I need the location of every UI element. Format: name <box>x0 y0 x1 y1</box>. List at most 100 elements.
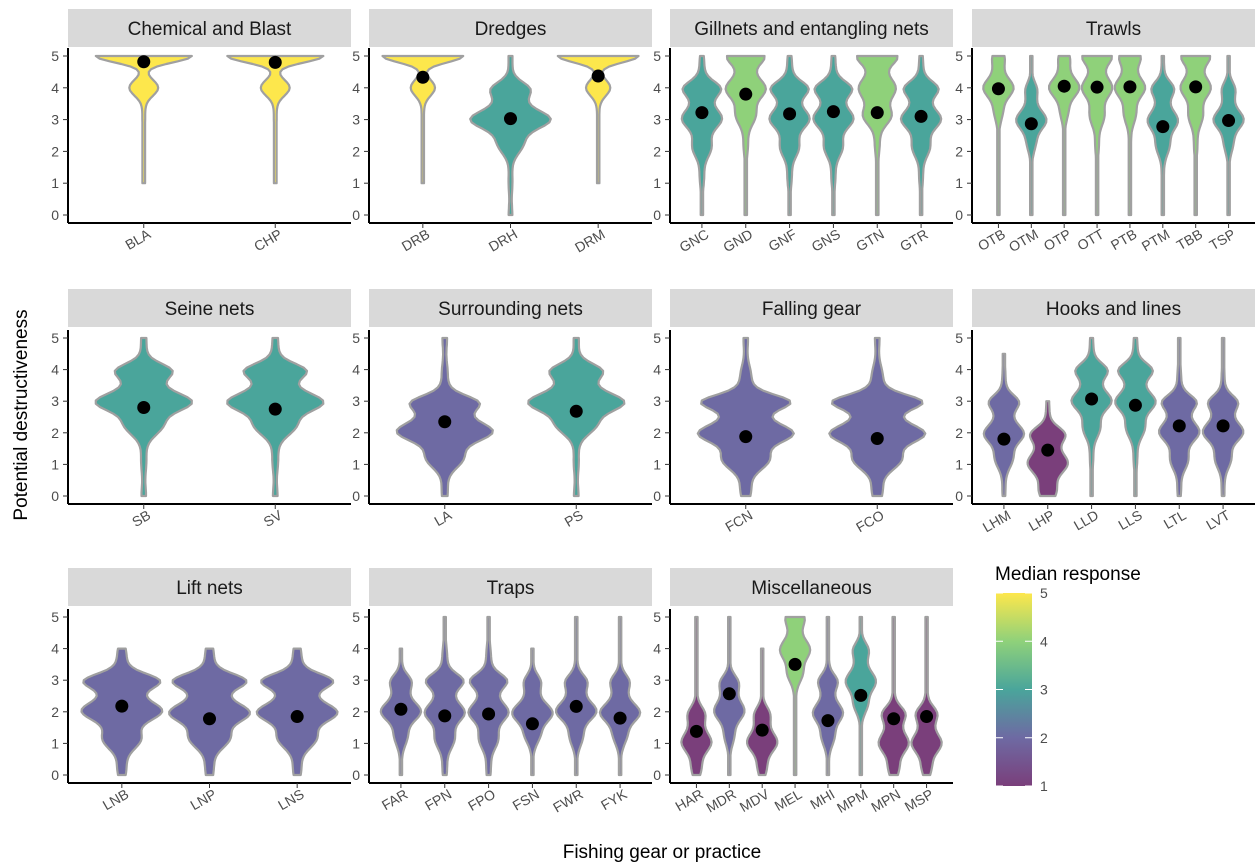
violin-lls <box>1114 336 1157 498</box>
x-tick-label: SV <box>261 506 286 530</box>
mean-point-gnf <box>783 107 797 121</box>
y-tick-label: 4 <box>51 80 59 96</box>
violin-drm <box>556 54 640 185</box>
y-tick-label: 3 <box>51 112 59 128</box>
violin-gtr <box>899 54 943 217</box>
mean-point-sv <box>268 402 282 416</box>
violin-chp <box>226 54 325 185</box>
violin-ptm <box>1146 54 1179 217</box>
x-tick-label: MPN <box>868 786 903 815</box>
panel-traps: Traps 0 1 2 3 4 5 FAR FPN FPO FSN FWR FYK <box>352 568 652 816</box>
y-tick-label: 5 <box>352 48 360 64</box>
panel-title: Seine nets <box>165 299 255 320</box>
x-tick-label: LNS <box>275 786 307 813</box>
legend-tick-label: 4 <box>1040 633 1048 649</box>
x-tick-label: PTM <box>1139 226 1173 255</box>
x-tick-label: LHP <box>1026 507 1058 534</box>
y-tick-label: 4 <box>51 641 59 657</box>
violin-otm <box>1015 54 1048 217</box>
mean-point-lvt <box>1216 419 1230 433</box>
mean-point-lns <box>290 710 304 724</box>
violin-msp <box>910 615 943 777</box>
legend-ticks: 1 2 3 4 5 <box>996 585 1048 794</box>
y-tick-label: 3 <box>352 672 360 688</box>
violin-drh <box>469 54 552 217</box>
y-tick-label: 1 <box>51 735 59 751</box>
y-tick-label: 1 <box>51 456 59 472</box>
x-tick-label: FCN <box>722 507 755 535</box>
y-tick-label: 5 <box>653 330 661 346</box>
x-tick-label: BLA <box>122 225 153 252</box>
violin-mpn <box>877 615 910 777</box>
x-tick-label: OTB <box>975 226 1008 254</box>
x-tick-label: PS <box>562 507 586 530</box>
mean-point-mdr <box>722 687 736 701</box>
y-tick-label: 4 <box>955 80 963 96</box>
y-tick-label: 0 <box>51 767 59 783</box>
mean-point-fwr <box>569 699 583 713</box>
violin-gns <box>812 54 855 217</box>
panel-title: Surrounding nets <box>438 299 583 320</box>
y-tick-label: 5 <box>653 609 661 625</box>
x-tick-label: HAR <box>672 786 706 815</box>
y-tick-label: 1 <box>653 735 661 751</box>
mean-point-otp <box>1057 79 1071 93</box>
panel-strip <box>369 289 652 327</box>
mean-point-fsn <box>525 717 539 731</box>
violin-lhm <box>982 352 1026 498</box>
y-tick-label: 5 <box>955 48 963 64</box>
mean-point-bla <box>137 55 151 69</box>
y-tick-label: 1 <box>352 456 360 472</box>
y-tick-label: 0 <box>51 207 59 223</box>
mean-point-lhm <box>997 432 1011 446</box>
mean-point-gtr <box>914 109 928 123</box>
mean-point-la <box>438 415 452 429</box>
x-tick-label: OTM <box>1006 226 1041 255</box>
mean-point-mpm <box>854 688 868 702</box>
violin-mdv <box>746 647 779 777</box>
panel-strip <box>68 289 351 327</box>
mean-point-lld <box>1085 392 1099 406</box>
x-tick-label: MDR <box>703 786 739 816</box>
violin-bla <box>94 54 193 185</box>
x-tick-label: LA <box>431 506 454 529</box>
y-tick-label: 4 <box>955 362 963 378</box>
violin-ott <box>1080 54 1114 217</box>
violin-ltl <box>1158 336 1201 498</box>
legend-tick-label: 2 <box>1040 730 1048 746</box>
y-tick-label: 2 <box>51 704 59 720</box>
y-tick-label: 3 <box>352 393 360 409</box>
x-tick-label: LNB <box>100 786 132 813</box>
violin-gnf <box>768 54 811 217</box>
mean-point-sb <box>137 401 151 415</box>
mean-point-fco <box>870 431 884 445</box>
x-tick-label: PTB <box>1108 226 1140 253</box>
mean-point-har <box>689 724 703 738</box>
y-tick-label: 0 <box>653 207 661 223</box>
legend: Median response 1 2 3 4 5 <box>995 564 1141 794</box>
violin-otp <box>1048 54 1081 217</box>
y-tick-label: 2 <box>955 425 963 441</box>
panel-title: Gillnets and entangling nets <box>694 19 929 40</box>
x-tick-label: FPO <box>465 786 498 814</box>
y-tick-label: 3 <box>653 672 661 688</box>
panel-title: Hooks and lines <box>1046 299 1181 320</box>
y-tick-label: 1 <box>352 735 360 751</box>
mean-point-drm <box>591 69 605 83</box>
y-tick-label: 2 <box>51 143 59 159</box>
violin-mel <box>778 615 812 777</box>
y-tick-label: 5 <box>653 48 661 64</box>
violin-gnd <box>724 54 767 217</box>
violin-drb <box>381 54 465 185</box>
y-tick-label: 1 <box>955 456 963 472</box>
violin-ptb <box>1113 54 1147 217</box>
y-tick-label: 3 <box>653 393 661 409</box>
y-tick-label: 2 <box>352 425 360 441</box>
violin-fpn <box>423 615 466 777</box>
y-tick-label: 3 <box>51 672 59 688</box>
x-tick-label: DRM <box>572 226 608 256</box>
violin-har <box>680 615 713 777</box>
y-tick-label: 3 <box>955 112 963 128</box>
y-tick-label: 4 <box>653 362 661 378</box>
